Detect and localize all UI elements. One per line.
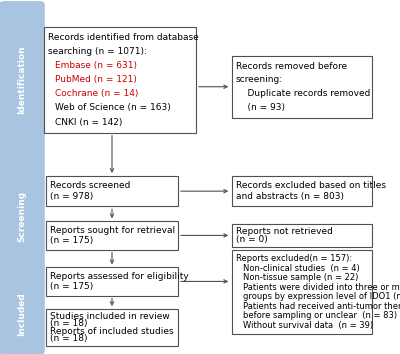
Text: CNKI (n = 142): CNKI (n = 142): [55, 118, 122, 127]
Text: (n = 978): (n = 978): [50, 193, 93, 201]
Text: and abstracts (n = 803): and abstracts (n = 803): [236, 193, 344, 201]
Text: (n = 18): (n = 18): [50, 334, 88, 343]
Text: Non-tissue sample (n = 22): Non-tissue sample (n = 22): [243, 273, 358, 282]
Bar: [232, 251, 372, 333]
Text: screening:: screening:: [236, 75, 283, 84]
Text: Web of Science (n = 163): Web of Science (n = 163): [55, 103, 171, 113]
Text: Reports sought for retrieval: Reports sought for retrieval: [50, 225, 175, 235]
Text: Records excluded based on titles: Records excluded based on titles: [236, 181, 386, 190]
Text: Records screened: Records screened: [50, 181, 130, 190]
Bar: [46, 176, 178, 206]
FancyBboxPatch shape: [0, 274, 45, 354]
Text: Included: Included: [18, 292, 26, 336]
Text: (n = 175): (n = 175): [50, 236, 93, 245]
Text: Studies included in review: Studies included in review: [50, 312, 170, 321]
Text: (n = 175): (n = 175): [50, 282, 93, 291]
FancyBboxPatch shape: [0, 153, 45, 279]
Text: Reports of included studies: Reports of included studies: [50, 327, 174, 336]
Text: Non-clinical studies  (n = 4): Non-clinical studies (n = 4): [243, 264, 360, 273]
Text: Duplicate records removed: Duplicate records removed: [236, 89, 370, 98]
Text: Embase (n = 631): Embase (n = 631): [55, 61, 137, 70]
Text: Records identified from database: Records identified from database: [48, 33, 199, 42]
Text: Cochrane (n = 14): Cochrane (n = 14): [55, 89, 138, 98]
Bar: [46, 309, 178, 346]
Text: (n = 18): (n = 18): [50, 319, 88, 328]
Bar: [46, 221, 178, 250]
Text: PubMed (n = 121): PubMed (n = 121): [55, 75, 137, 84]
Bar: [232, 176, 372, 206]
Text: Records removed before: Records removed before: [236, 62, 347, 71]
Text: groups by expression level of IDO1 (n = 9): groups by expression level of IDO1 (n = …: [243, 292, 400, 301]
Bar: [46, 267, 178, 296]
Text: Reports not retrieved: Reports not retrieved: [236, 227, 333, 236]
Text: (n = 0): (n = 0): [236, 235, 268, 244]
Text: searching (n = 1071):: searching (n = 1071):: [48, 47, 147, 56]
Bar: [232, 224, 372, 247]
FancyBboxPatch shape: [0, 1, 45, 158]
Bar: [44, 27, 196, 133]
Text: (n = 93): (n = 93): [236, 103, 285, 112]
Bar: [232, 56, 372, 118]
Text: Identification: Identification: [18, 45, 26, 114]
Text: Without survival data  (n = 39): Without survival data (n = 39): [243, 321, 373, 330]
Text: before sampling or unclear  (n = 83): before sampling or unclear (n = 83): [243, 311, 397, 320]
Text: Reports excluded(n = 157):: Reports excluded(n = 157):: [236, 254, 352, 263]
Text: Patients were divided into three or more: Patients were divided into three or more: [243, 283, 400, 292]
Text: Screening: Screening: [18, 190, 26, 241]
Text: Patients had received anti-tumor therapy: Patients had received anti-tumor therapy: [243, 302, 400, 311]
Text: Reports assessed for eligibility: Reports assessed for eligibility: [50, 272, 189, 281]
